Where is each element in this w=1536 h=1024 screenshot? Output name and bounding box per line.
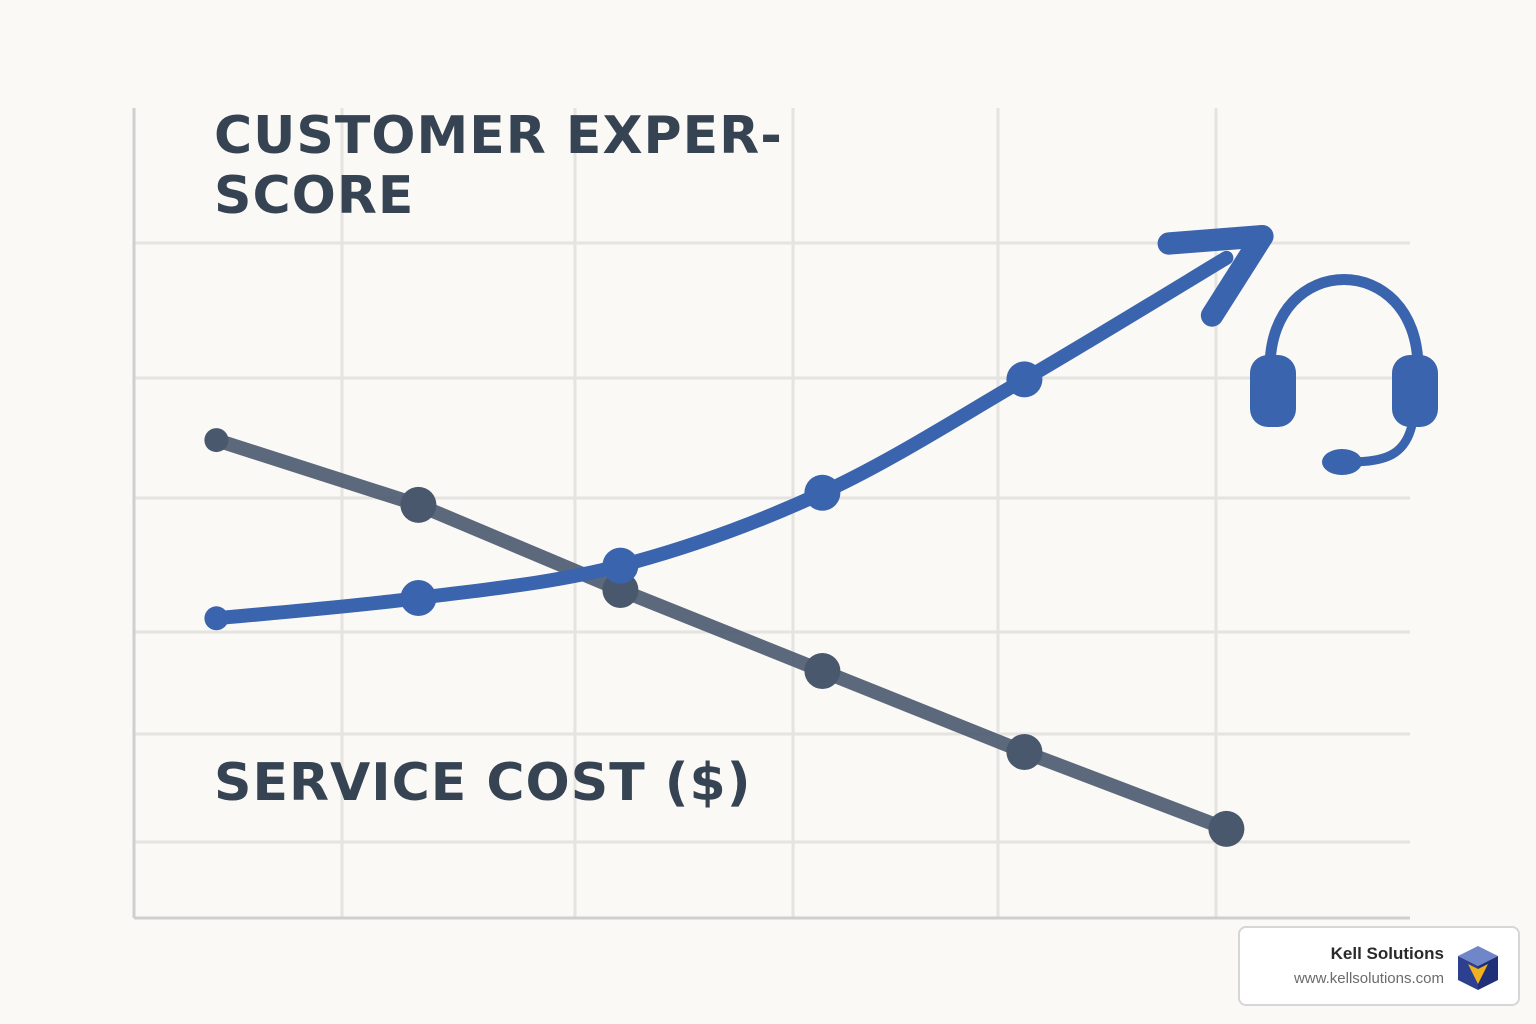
series-label-service-cost: SERVICE COST ($) xyxy=(214,753,752,813)
data-point xyxy=(1006,361,1043,398)
data-point xyxy=(804,652,841,689)
data-point xyxy=(804,474,841,511)
series-label-line: SCORE xyxy=(214,166,414,226)
brand-badge[interactable]: Kell Solutions www.kellsolutions.com xyxy=(1238,926,1520,1006)
series-line xyxy=(209,433,1234,836)
data-point xyxy=(400,486,437,523)
cube-logo-icon xyxy=(1458,946,1498,990)
brand-url[interactable]: www.kellsolutions.com xyxy=(1293,970,1444,987)
series-label-line: SERVICE COST ($) xyxy=(214,753,752,813)
data-point xyxy=(1208,810,1245,847)
series-label-line: CUSTOMER EXPER- xyxy=(214,106,783,166)
data-point xyxy=(204,428,229,453)
series-label-customer-score: CUSTOMER EXPER- SCORE xyxy=(214,106,802,226)
series-layer xyxy=(204,225,1274,847)
data-point xyxy=(1006,733,1043,770)
data-point xyxy=(400,580,437,617)
data-point xyxy=(602,547,639,584)
brand-name: Kell Solutions xyxy=(1330,944,1444,963)
series-line xyxy=(209,225,1274,626)
axes xyxy=(132,108,1410,920)
headset-icon xyxy=(1250,274,1438,475)
chart-grid xyxy=(134,108,1410,918)
series-0 xyxy=(204,225,1274,631)
data-point xyxy=(204,606,229,631)
